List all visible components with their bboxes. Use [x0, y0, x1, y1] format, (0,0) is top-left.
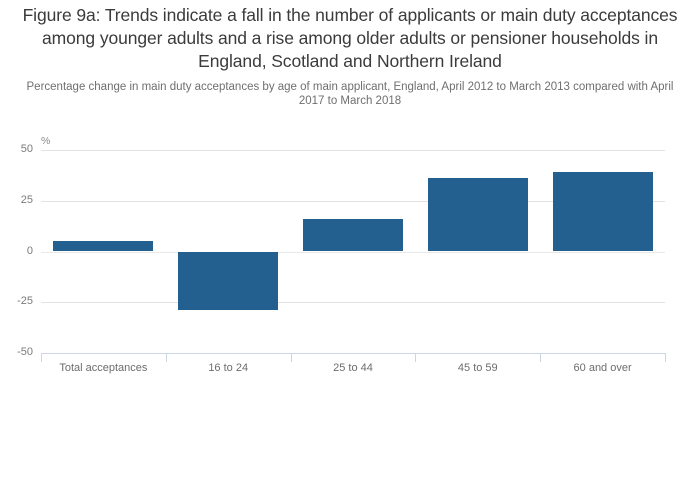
x-category-label: 60 and over — [573, 362, 632, 374]
chart-subtitle: Percentage change in main duty acceptanc… — [26, 81, 674, 107]
x-tick — [540, 353, 542, 362]
x-tick — [290, 353, 292, 362]
gridline-50 — [41, 150, 665, 151]
gridline-25 — [41, 200, 665, 202]
y-tick-label: 0 — [26, 244, 33, 257]
x-tick — [415, 353, 417, 362]
bar[interactable] — [178, 251, 279, 311]
x-tick — [165, 353, 167, 362]
x-category-label: 25 to 44 — [333, 362, 373, 374]
y-tick-label: 50 — [20, 143, 33, 155]
gridline-0 — [41, 251, 665, 253]
gridline--25 — [41, 302, 665, 304]
x-category-label: Total acceptances — [59, 362, 148, 374]
x-axis-category-labels: Total acceptances 16 to 24 25 to 44 45 to 5… — [41, 361, 665, 379]
x-tick — [41, 353, 42, 362]
bars-layer — [41, 150, 665, 353]
y-axis-unit-label: % — [41, 135, 51, 147]
x-category-label: 45 to 59 — [457, 362, 498, 374]
x-axis-line — [41, 353, 665, 354]
bar[interactable] — [53, 241, 154, 252]
x-tick — [665, 353, 666, 362]
bar[interactable] — [303, 219, 403, 252]
chart-header: Figure 9a: Trends indicate a fall in the… — [20, 4, 680, 108]
bar[interactable] — [427, 178, 528, 252]
bar[interactable] — [552, 172, 653, 252]
y-axis-tick-labels: 50 25 0 -25 -50 — [0, 144, 33, 358]
x-category-label: 16 to 24 — [208, 362, 249, 374]
y-tick-label: -25 — [17, 295, 33, 308]
y-tick-label: 25 — [20, 193, 33, 206]
y-tick-label: -50 — [17, 346, 33, 358]
chart-title: Figure 9a: Trends indicate a fall in the… — [22, 5, 678, 71]
